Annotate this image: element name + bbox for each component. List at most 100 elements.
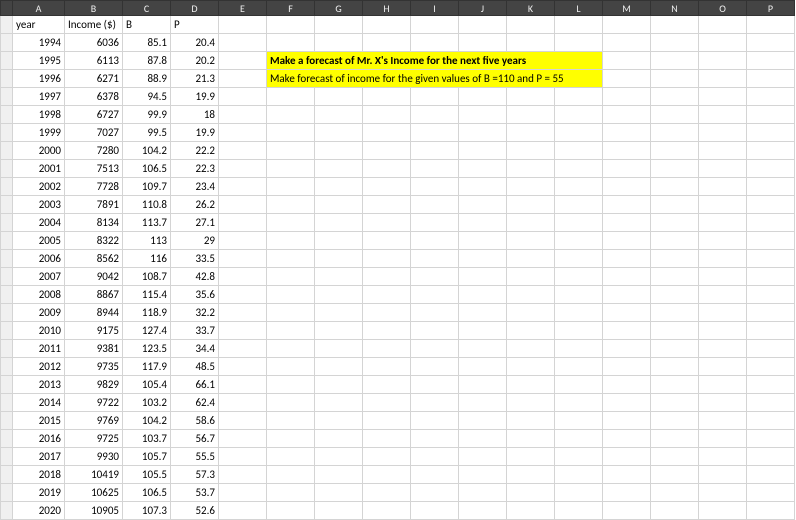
- cell-p[interactable]: 57.3: [171, 466, 219, 484]
- cell[interactable]: [267, 34, 315, 52]
- cell-year[interactable]: 2002: [13, 178, 65, 196]
- cell-p[interactable]: 21.3: [171, 70, 219, 88]
- cell[interactable]: [459, 34, 507, 52]
- cell[interactable]: [411, 214, 459, 232]
- cell[interactable]: [603, 52, 651, 70]
- cell[interactable]: [459, 412, 507, 430]
- header-year[interactable]: year: [13, 16, 65, 34]
- cell[interactable]: [747, 70, 795, 88]
- cell[interactable]: [603, 448, 651, 466]
- cell-income[interactable]: 9042: [65, 268, 123, 286]
- cell[interactable]: [363, 178, 411, 196]
- cell[interactable]: [555, 34, 603, 52]
- cell[interactable]: [459, 448, 507, 466]
- cell[interactable]: [267, 502, 315, 520]
- cell[interactable]: [555, 160, 603, 178]
- cell-income[interactable]: 9175: [65, 322, 123, 340]
- cell-year[interactable]: 1995: [13, 52, 65, 70]
- row-gutter[interactable]: [1, 286, 13, 304]
- cell-income[interactable]: 8944: [65, 304, 123, 322]
- cell[interactable]: [315, 214, 363, 232]
- column-header-O[interactable]: O: [699, 1, 747, 16]
- cell-p[interactable]: 55.5: [171, 448, 219, 466]
- cell[interactable]: [699, 340, 747, 358]
- cell[interactable]: [411, 304, 459, 322]
- cell[interactable]: [747, 106, 795, 124]
- cell-income[interactable]: 9829: [65, 376, 123, 394]
- cell-income[interactable]: 9381: [65, 340, 123, 358]
- table-row[interactable]: 20017513106.522.3: [1, 160, 795, 178]
- cell[interactable]: [459, 214, 507, 232]
- row-gutter[interactable]: [1, 322, 13, 340]
- cell[interactable]: [363, 376, 411, 394]
- cell-b[interactable]: 85.1: [123, 34, 171, 52]
- column-header-C[interactable]: C: [123, 1, 171, 16]
- cell[interactable]: [747, 484, 795, 502]
- cell-year[interactable]: 1998: [13, 106, 65, 124]
- table-row[interactable]: 20139829105.466.1: [1, 376, 795, 394]
- cell[interactable]: [267, 214, 315, 232]
- cell[interactable]: [507, 484, 555, 502]
- cell[interactable]: [507, 232, 555, 250]
- cell[interactable]: [459, 232, 507, 250]
- cell[interactable]: [603, 124, 651, 142]
- cell[interactable]: [555, 430, 603, 448]
- cell-b[interactable]: 88.9: [123, 70, 171, 88]
- cell[interactable]: [651, 178, 699, 196]
- cell[interactable]: [603, 214, 651, 232]
- row-gutter[interactable]: [1, 88, 13, 106]
- cell[interactable]: [603, 34, 651, 52]
- cell[interactable]: [507, 214, 555, 232]
- cell[interactable]: [555, 412, 603, 430]
- cell[interactable]: [219, 124, 267, 142]
- cell[interactable]: [363, 394, 411, 412]
- cell[interactable]: [219, 286, 267, 304]
- column-header-J[interactable]: J: [459, 1, 507, 16]
- cell[interactable]: [459, 196, 507, 214]
- cell-year[interactable]: 2011: [13, 340, 65, 358]
- cell[interactable]: [267, 142, 315, 160]
- cell[interactable]: [699, 160, 747, 178]
- cell-year[interactable]: 2016: [13, 430, 65, 448]
- cell[interactable]: [219, 88, 267, 106]
- cell[interactable]: [603, 160, 651, 178]
- cell[interactable]: [699, 358, 747, 376]
- cell[interactable]: [747, 178, 795, 196]
- cell-year[interactable]: 2001: [13, 160, 65, 178]
- cell[interactable]: [747, 340, 795, 358]
- cell[interactable]: [219, 268, 267, 286]
- table-row[interactable]: 1996627188.921.3Make forecast of income …: [1, 70, 795, 88]
- cell-p[interactable]: 48.5: [171, 358, 219, 376]
- row-gutter[interactable]: [1, 466, 13, 484]
- cell[interactable]: [507, 178, 555, 196]
- cell-year[interactable]: 1994: [13, 34, 65, 52]
- column-header-K[interactable]: K: [507, 1, 555, 16]
- cell[interactable]: [699, 196, 747, 214]
- cell[interactable]: [747, 52, 795, 70]
- cell-p[interactable]: 33.7: [171, 322, 219, 340]
- cell[interactable]: [747, 376, 795, 394]
- cell[interactable]: [363, 322, 411, 340]
- cell[interactable]: [699, 484, 747, 502]
- cell[interactable]: [219, 430, 267, 448]
- cell[interactable]: [315, 268, 363, 286]
- cell[interactable]: [651, 124, 699, 142]
- cell[interactable]: [555, 142, 603, 160]
- cell[interactable]: [747, 322, 795, 340]
- cell[interactable]: [219, 376, 267, 394]
- cell[interactable]: [363, 502, 411, 520]
- cell-year[interactable]: 1997: [13, 88, 65, 106]
- cell-year[interactable]: 1999: [13, 124, 65, 142]
- cell[interactable]: [603, 340, 651, 358]
- cell[interactable]: [651, 322, 699, 340]
- cell[interactable]: [651, 286, 699, 304]
- cell[interactable]: [267, 466, 315, 484]
- cell[interactable]: [699, 124, 747, 142]
- table-row[interactable]: 2006856211633.5: [1, 250, 795, 268]
- cell[interactable]: [747, 430, 795, 448]
- cell[interactable]: [507, 430, 555, 448]
- cell-b[interactable]: 105.7: [123, 448, 171, 466]
- cell[interactable]: [315, 358, 363, 376]
- cell[interactable]: [651, 340, 699, 358]
- table-row[interactable]: 20007280104.222.2: [1, 142, 795, 160]
